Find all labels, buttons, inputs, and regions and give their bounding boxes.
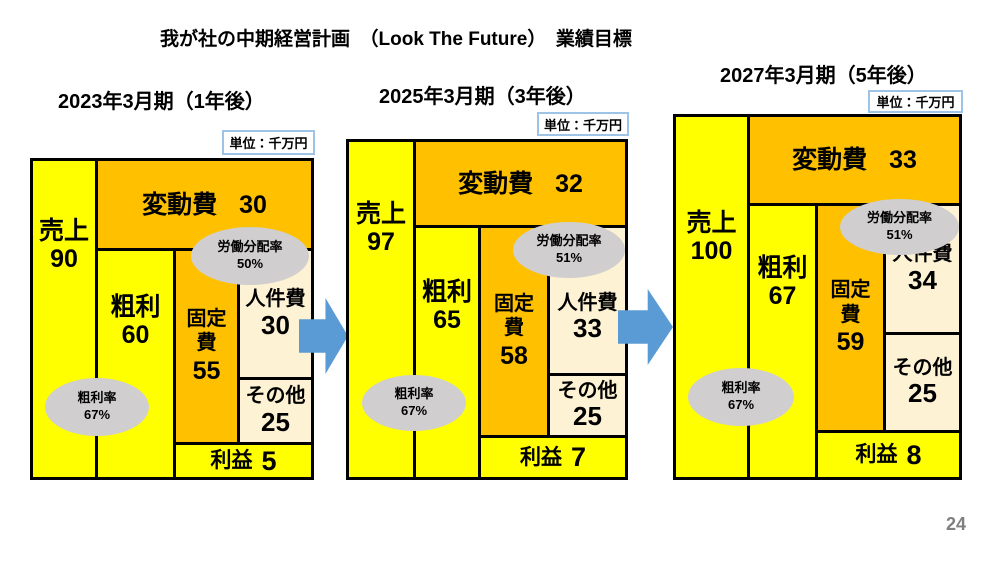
gross-margin-callout: 粗利率 67% xyxy=(688,368,794,426)
labor-share-value: 51% xyxy=(555,250,583,265)
sales-label: 売上 xyxy=(355,200,406,228)
gross-margin-value: 67% xyxy=(83,407,111,422)
profit-value: 7 xyxy=(570,442,587,473)
variable-cost-label: 変動費 xyxy=(142,190,218,219)
fixed-cost-value: 58 xyxy=(500,341,528,370)
other-cost-label: その他 xyxy=(557,379,618,402)
other-cost-value: 25 xyxy=(261,406,290,437)
gross-margin-label: 粗利率 xyxy=(77,390,117,406)
gross-margin-value: 67% xyxy=(400,403,428,418)
unit-label-2023: 単位：千万円 xyxy=(222,130,315,155)
period-title-2027: 2027年3月期（5年後） xyxy=(720,65,927,87)
sales-value: 100 xyxy=(690,237,733,265)
profit-value: 5 xyxy=(261,445,277,476)
period-title-2023: 2023年3月期（1年後） xyxy=(58,91,265,113)
fixed-cost-value: 59 xyxy=(836,328,865,357)
gross-profit-label: 粗利 xyxy=(757,254,808,282)
fixed-cost-label: 固定費 xyxy=(494,292,534,340)
fixed-cost-value: 55 xyxy=(192,356,221,385)
gross-profit-value: 67 xyxy=(768,282,797,310)
labor-cost-value: 33 xyxy=(573,313,602,344)
gross-profit-box: 粗利 60 xyxy=(98,251,176,477)
other-cost-label: その他 xyxy=(245,385,306,408)
unit-label-2025: 単位：千万円 xyxy=(537,112,629,136)
fixed-cost-box: 固定費 55 xyxy=(176,251,240,445)
fixed-cost-label: 固定費 xyxy=(186,307,227,355)
gross-profit-value: 65 xyxy=(433,306,461,334)
slide-title: 我が社の中期経営計画 （Look The Future） 業績目標 xyxy=(160,29,632,50)
profit-label: 利益 xyxy=(519,445,562,469)
profit-label: 利益 xyxy=(210,449,253,473)
gross-profit-value: 60 xyxy=(121,321,150,349)
variable-cost-label: 変動費 xyxy=(792,146,868,174)
gross-profit-label: 粗利 xyxy=(421,278,472,306)
sales-box: 売上 97 xyxy=(349,142,416,477)
labor-cost-value: 30 xyxy=(261,309,290,340)
fixed-cost-label: 固定費 xyxy=(830,279,871,326)
labor-share-callout: 労働分配率 51% xyxy=(840,199,959,255)
other-cost-box: その他 25 xyxy=(240,380,311,445)
gross-margin-label: 粗利率 xyxy=(721,380,761,396)
labor-cost-label: 人件費 xyxy=(557,292,618,314)
diagram-2023: 売上 90 変動費 30 粗利 60 固定費 55 人件費 30 その他 25 … xyxy=(30,158,314,480)
diagram-2025: 売上 97 変動費 32 粗利 65 固定費 58 人件費 33 その他 25 … xyxy=(346,139,628,480)
variable-cost-box: 変動費 32 xyxy=(416,142,625,228)
gross-margin-value: 67% xyxy=(727,397,755,412)
gross-profit-label: 粗利 xyxy=(110,293,161,321)
labor-share-value: 51% xyxy=(886,227,913,242)
period-title-2025: 2025年3月期（3年後） xyxy=(379,86,586,108)
other-cost-value: 25 xyxy=(908,378,937,409)
gross-profit-box: 粗利 67 xyxy=(750,206,818,477)
labor-share-label: 労働分配率 xyxy=(217,239,283,255)
profit-box: 利益 5 xyxy=(176,445,311,477)
sales-value: 97 xyxy=(367,228,395,256)
variable-cost-box: 変動費 33 xyxy=(750,117,959,206)
profit-box: 利益 7 xyxy=(481,438,625,477)
other-cost-box: その他 25 xyxy=(550,376,625,438)
sales-label: 売上 xyxy=(686,209,737,237)
labor-share-label: 労働分配率 xyxy=(536,233,602,249)
variable-cost-value: 32 xyxy=(555,169,583,198)
profit-label: 利益 xyxy=(855,443,898,467)
gross-profit-box: 粗利 65 xyxy=(416,228,481,477)
profit-value: 8 xyxy=(906,439,922,470)
labor-share-callout: 労働分配率 50% xyxy=(191,227,309,285)
unit-label-2027: 単位：千万円 xyxy=(868,90,963,113)
profit-box: 利益 8 xyxy=(818,433,959,477)
variable-cost-value: 30 xyxy=(239,190,267,219)
sales-value: 90 xyxy=(50,245,78,273)
labor-share-callout: 労働分配率 51% xyxy=(513,222,625,278)
other-cost-box: その他 25 xyxy=(886,335,959,433)
labor-cost-label: 人件費 xyxy=(245,288,306,311)
gross-margin-label: 粗利率 xyxy=(394,386,434,402)
diagram-2027: 売上 100 変動費 33 粗利 67 固定費 59 人件費 34 その他 25… xyxy=(673,114,962,480)
labor-share-value: 50% xyxy=(236,256,264,271)
other-cost-value: 25 xyxy=(573,401,602,432)
labor-share-label: 労働分配率 xyxy=(866,210,932,226)
other-cost-label: その他 xyxy=(892,356,953,379)
gross-margin-callout: 粗利率 67% xyxy=(45,378,149,436)
page-number: 24 xyxy=(946,514,967,534)
labor-cost-value: 34 xyxy=(908,264,937,295)
variable-cost-value: 33 xyxy=(889,146,917,174)
variable-cost-label: 変動費 xyxy=(458,169,534,198)
gross-margin-callout: 粗利率 67% xyxy=(362,375,466,431)
sales-label: 売上 xyxy=(38,217,89,245)
